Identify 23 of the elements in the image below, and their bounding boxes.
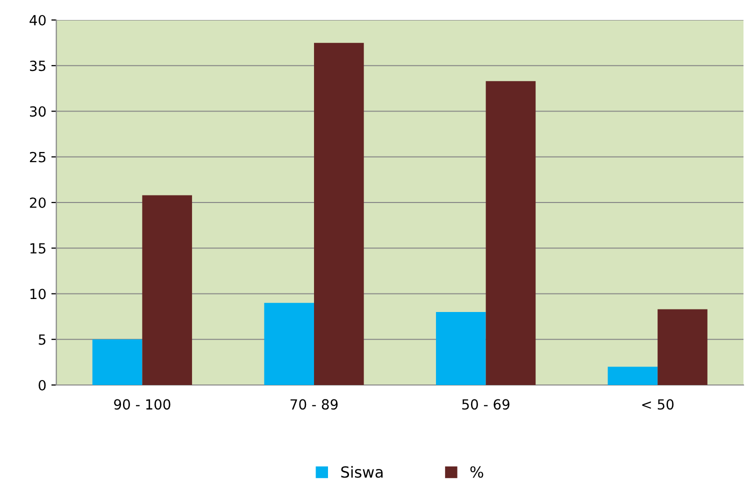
- bar: [264, 302, 314, 385]
- y-tick-label: 20: [30, 197, 46, 208]
- y-tick-label: 35: [30, 60, 46, 72]
- bar: [486, 81, 536, 385]
- y-tick-label: 5: [38, 334, 46, 345]
- x-tick-label: 50 - 69: [462, 399, 510, 410]
- bar: [658, 309, 708, 385]
- bar: [314, 42, 364, 385]
- y-tick-label: 10: [30, 288, 46, 300]
- y-tick-label: 40: [30, 14, 46, 26]
- x-tick-label: 90 - 100: [114, 399, 170, 410]
- y-tick-label: 0: [38, 380, 46, 390]
- bar: [92, 339, 142, 385]
- bar: [142, 195, 192, 385]
- bar: [608, 366, 658, 385]
- y-tick-label: 15: [30, 243, 46, 254]
- bar: [436, 312, 486, 385]
- y-tick-label: 30: [30, 106, 46, 117]
- x-tick-label: < 50: [642, 399, 674, 410]
- x-tick-label: 70 - 89: [290, 399, 338, 410]
- y-tick-label: 25: [30, 152, 46, 162]
- legend-label: Siswa: [341, 466, 383, 478]
- legend-label: %: [470, 466, 484, 478]
